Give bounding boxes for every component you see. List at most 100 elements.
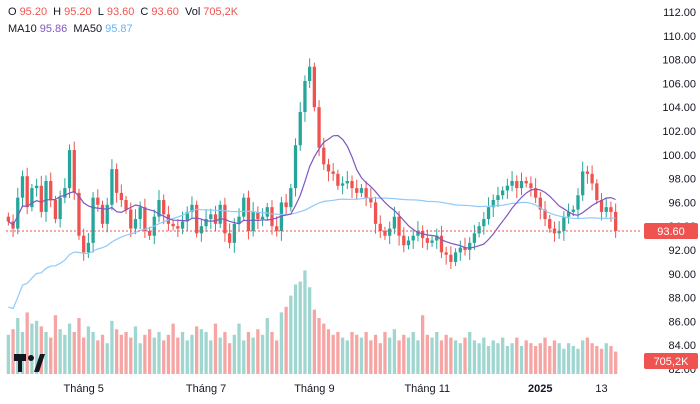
- y-tick-label: 102.00: [662, 126, 696, 138]
- candle-body: [77, 192, 81, 236]
- volume-bar: [67, 323, 72, 374]
- volume-bar: [378, 343, 382, 374]
- open-value: 95.20: [19, 6, 48, 18]
- x-tick-label: Tháng 9: [294, 383, 334, 395]
- candle-body: [397, 216, 401, 236]
- candle-body: [392, 216, 397, 229]
- candle-body: [72, 150, 76, 193]
- candle-body: [260, 216, 265, 220]
- volume-bar: [599, 348, 604, 374]
- candle-body: [143, 207, 147, 231]
- candle-body: [355, 188, 359, 193]
- volume-bar: [477, 343, 481, 374]
- candle-body: [614, 211, 618, 231]
- last-price-tag-label: 93.60: [657, 226, 685, 238]
- y-tick-label: 92.00: [668, 245, 696, 257]
- volume-bar: [218, 337, 222, 374]
- tradingview-logo-icon: [14, 354, 45, 372]
- candle-body: [317, 107, 321, 148]
- volume-bar: [519, 346, 524, 374]
- volume-bar: [16, 318, 20, 374]
- candle-body: [416, 230, 420, 236]
- y-tick-label: 98.00: [668, 174, 696, 186]
- volume-bar: [232, 334, 236, 374]
- volume-bar: [439, 340, 444, 374]
- candle-body: [246, 197, 251, 231]
- volume-bar: [312, 309, 317, 374]
- candle-body: [49, 180, 53, 201]
- ma50-label: MA50: [73, 23, 103, 35]
- volume-bar: [383, 332, 387, 374]
- volume-bar: [533, 346, 538, 374]
- candle-body: [63, 188, 67, 198]
- volume-bar: [251, 337, 255, 374]
- candle-body: [411, 235, 415, 241]
- volume-bar: [590, 343, 594, 374]
- candle-body: [218, 204, 222, 224]
- y-tick-label: 88.00: [668, 293, 696, 305]
- high-value: 95.20: [64, 6, 92, 18]
- volume-bar: [105, 343, 109, 374]
- volume-bar: [411, 332, 415, 374]
- volume-bar: [157, 332, 161, 374]
- candle-body: [369, 197, 373, 203]
- candle-body: [524, 180, 528, 184]
- candle-body: [402, 235, 406, 246]
- volume-bar: [585, 337, 590, 374]
- volume-bar: [227, 343, 232, 374]
- volume-bar: [576, 348, 580, 374]
- candle-body: [265, 207, 269, 217]
- candle-body: [53, 200, 58, 220]
- candle-body: [275, 226, 279, 231]
- candle-body: [477, 226, 481, 234]
- candle-body: [501, 190, 505, 196]
- volume-bar: [275, 340, 279, 374]
- volume-bar: [604, 343, 608, 374]
- y-tick-label: 86.00: [668, 316, 696, 328]
- volume-bar: [505, 346, 510, 374]
- volume-bar: [265, 318, 269, 374]
- volume-bar: [63, 334, 67, 374]
- volume-bar: [53, 315, 58, 374]
- volume-bar: [34, 320, 39, 374]
- ma50-value: 95.87: [105, 23, 133, 35]
- candle-body: [435, 235, 439, 241]
- candle-body: [284, 202, 288, 208]
- volume-bar: [58, 329, 62, 374]
- candle-body: [303, 81, 307, 112]
- volume-bar: [124, 332, 128, 374]
- candle-body: [195, 204, 199, 234]
- candle-body: [25, 176, 29, 208]
- volume-bar: [77, 318, 81, 374]
- volume-bar: [444, 334, 448, 374]
- candle-body: [119, 192, 123, 201]
- y-tick-label: 106.00: [662, 78, 696, 90]
- candle-body: [204, 219, 208, 227]
- volume-bar: [548, 346, 552, 374]
- volume-bar: [289, 295, 293, 374]
- candle-body: [533, 188, 538, 198]
- volume-bar: [171, 323, 175, 374]
- candle-body: [270, 207, 274, 227]
- volume-bar: [322, 323, 326, 374]
- low-value: 93.60: [106, 6, 135, 18]
- volume-bar: [242, 340, 246, 374]
- candle-body: [519, 180, 524, 189]
- volume-bar: [614, 351, 618, 374]
- y-tick-label: 110.00: [663, 31, 696, 43]
- candle-body: [364, 188, 368, 198]
- candle-body: [190, 204, 194, 212]
- candle-body: [16, 197, 20, 229]
- candle-body: [44, 180, 48, 212]
- volume-bar: [119, 334, 123, 374]
- volume-bar: [96, 340, 100, 374]
- candle-body: [538, 197, 542, 210]
- candle-body: [529, 183, 533, 189]
- ma10-line: [8, 134, 616, 249]
- candle-body: [566, 211, 571, 217]
- volume-bar: [515, 337, 519, 374]
- candle-body: [331, 171, 335, 174]
- candle-body: [486, 207, 491, 220]
- volume-bar: [180, 332, 185, 374]
